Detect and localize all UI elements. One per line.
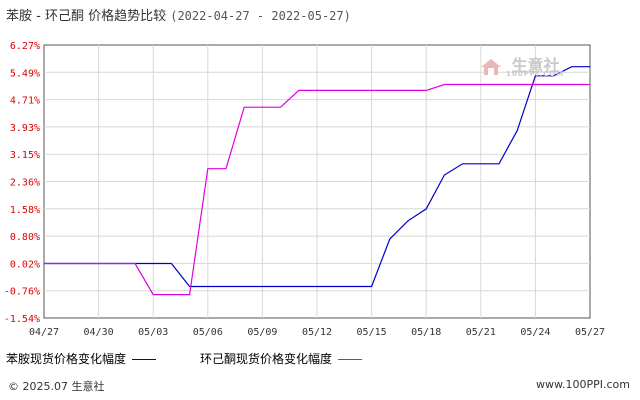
x-tick-label: 05/12 <box>302 327 332 338</box>
chart-title: 苯胺 - 环己酮 价格趋势比较 (2022-04-27 - 2022-05-27… <box>6 5 351 24</box>
house-logo-icon <box>481 58 501 75</box>
legend-series1: 苯胺现货价格变化幅度 <box>6 350 157 367</box>
footer-copyright: © 2025.07 生意社 <box>8 380 105 393</box>
watermark-brand: 生意社 <box>511 56 560 75</box>
y-tick-label: -1.54% <box>4 314 40 325</box>
y-tick-label: 4.71% <box>10 96 40 107</box>
x-tick-label: 04/30 <box>84 327 114 338</box>
watermark-sub: 100PPI.COM <box>506 70 565 78</box>
y-tick-label: 3.93% <box>10 123 40 134</box>
y-tick-label: 3.15% <box>10 150 40 161</box>
y-tick-label: 0.80% <box>10 232 40 243</box>
x-tick-label: 05/18 <box>411 327 441 338</box>
chart-title-range: (2022-04-27 - 2022-05-27) <box>170 9 351 23</box>
legend-series1-swatch <box>132 359 157 360</box>
x-tick-label: 05/15 <box>357 327 387 338</box>
x-tick-label: 05/27 <box>575 327 605 338</box>
footer-url[interactable]: www.100PPI.com <box>536 378 630 391</box>
x-tick-label: 04/27 <box>29 327 59 338</box>
legend-series2-swatch <box>338 359 363 360</box>
footer: © 2025.07 生意社 www.100PPI.com <box>0 374 640 400</box>
legend-series2: 环己酮现货价格变化幅度 <box>200 350 363 367</box>
x-tick-label: 05/24 <box>520 327 550 338</box>
y-tick-label: -0.76% <box>4 287 40 298</box>
x-tick-label: 05/06 <box>193 327 223 338</box>
legend-series1-label: 苯胺现货价格变化幅度 <box>6 352 127 366</box>
watermark: 生意社 100PPI.COM <box>480 52 563 78</box>
legend-series2-label: 环己酮现货价格变化幅度 <box>200 352 333 366</box>
x-tick-label: 05/03 <box>138 327 168 338</box>
chart-title-main: 苯胺 - 环己酮 价格趋势比较 <box>6 9 167 24</box>
series-1-line <box>44 66 590 288</box>
y-tick-label: 0.02% <box>10 259 40 270</box>
y-tick-label: 5.49% <box>10 68 40 79</box>
y-tick-label: 6.27% <box>10 41 40 52</box>
x-tick-label: 05/21 <box>466 327 496 338</box>
series-2-line <box>44 83 590 296</box>
x-tick-label: 05/09 <box>247 327 277 338</box>
y-tick-label: 1.58% <box>10 205 40 216</box>
y-tick-label: 2.36% <box>10 178 40 189</box>
